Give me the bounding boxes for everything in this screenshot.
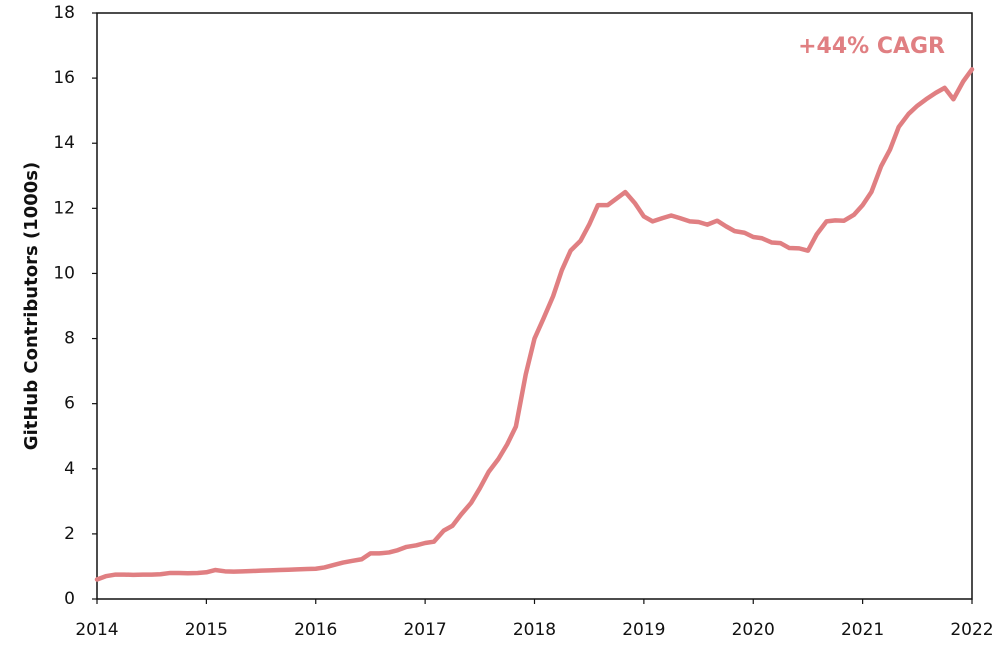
y-tick-label: 8 — [64, 329, 75, 349]
x-tick-label: 2014 — [75, 620, 118, 640]
y-tick-label: 2 — [64, 524, 75, 544]
x-tick-label: 2019 — [622, 620, 665, 640]
plot-frame — [96, 12, 973, 600]
annotation: +44% CAGR — [798, 34, 945, 59]
y-tick-label: 14 — [53, 133, 75, 153]
x-tick-label: 2016 — [294, 620, 337, 640]
y-tick-label: 6 — [64, 394, 75, 414]
y-tick-label: 12 — [53, 198, 75, 218]
x-tick-label: 2017 — [403, 620, 446, 640]
x-tick-label: 2021 — [841, 620, 884, 640]
x-tick-label: 2015 — [185, 620, 228, 640]
x-tick-label: 2022 — [950, 620, 993, 640]
x-tick-label: 2018 — [513, 620, 556, 640]
y-tick-label: 10 — [53, 263, 75, 283]
y-tick-label: 18 — [53, 3, 75, 23]
y-axis-label: GitHub Contributors (1000s) — [21, 162, 42, 450]
data-line — [94, 67, 975, 582]
y-tick-label: 16 — [53, 68, 75, 88]
y-tick-label: 4 — [64, 459, 75, 479]
x-tick-label: 2020 — [732, 620, 775, 640]
y-tick-label: 0 — [64, 589, 75, 609]
